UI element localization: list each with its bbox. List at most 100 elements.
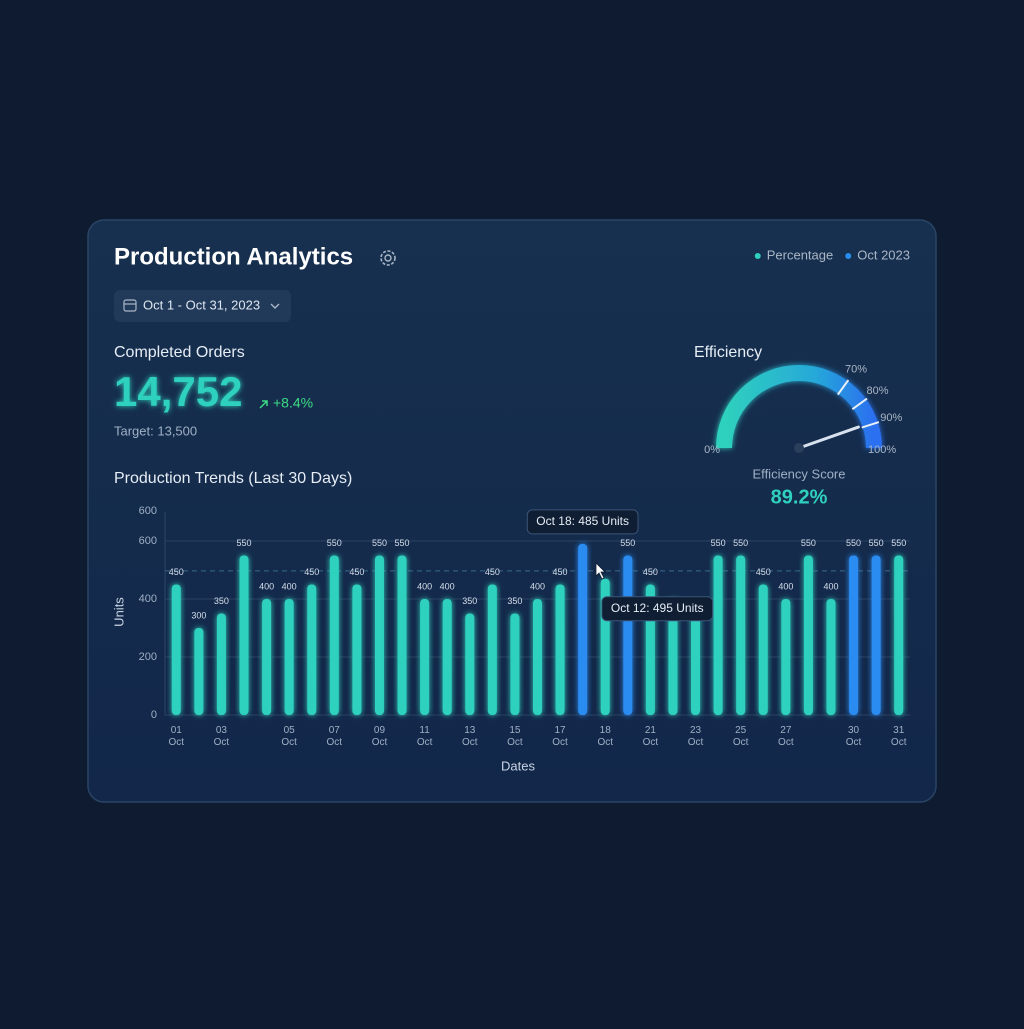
x-axis-label: Dates [501, 758, 535, 773]
value-label: 550 [327, 538, 342, 548]
kpi-target: Target: 13,500 [114, 423, 197, 438]
value-label: 350 [462, 596, 477, 606]
y-tick-label: 600 [139, 535, 157, 547]
bar [803, 555, 813, 715]
title: Production Analytics [114, 243, 353, 270]
y-axis-label: Units [111, 597, 126, 627]
gauge-value: 89.2% [771, 486, 828, 508]
gauge-tick-label: 70% [845, 363, 867, 375]
date-range: Oct 1 - Oct 31, 2023 [143, 297, 260, 312]
y-tick-label: 200 [139, 651, 157, 663]
bar [871, 555, 881, 715]
bar [849, 555, 859, 715]
chart-title: Production Trends (Last 30 Days) [114, 470, 352, 487]
value-label: 400 [823, 581, 838, 591]
value-label: 400 [259, 581, 274, 591]
gauge-tick-label: 0% [704, 444, 720, 456]
bar [171, 584, 181, 715]
bar [420, 599, 430, 715]
gauge-needle [797, 425, 860, 450]
tooltip: Oct 12: 495 Units [601, 596, 714, 622]
bar [216, 613, 226, 715]
bar [442, 599, 452, 715]
gauge-tick [861, 421, 880, 429]
bar [691, 601, 701, 715]
value-label: 450 [485, 567, 500, 577]
legend-swatch [754, 253, 761, 259]
x-tick-label: 27 Oct [778, 725, 794, 748]
bar [555, 584, 565, 715]
value-label: 550 [801, 538, 816, 548]
kpi-change: +8.4% [273, 395, 313, 411]
bar [397, 555, 407, 715]
value-label: 450 [643, 567, 658, 577]
bar [465, 613, 475, 715]
x-tick-label: 05 Oct [281, 725, 297, 748]
x-tick-label: 25 Oct [733, 725, 749, 748]
bar [623, 555, 633, 715]
gauge-tick [836, 379, 850, 396]
bar [307, 584, 317, 715]
calendar-icon [123, 299, 137, 312]
bar [578, 543, 588, 715]
bar [239, 555, 249, 715]
value-label: 400 [440, 581, 455, 591]
value-label: 400 [417, 581, 432, 591]
x-tick-label: 13 Oct [462, 725, 478, 748]
value-label: 450 [304, 567, 319, 577]
bar [352, 584, 362, 715]
legend-swatch [845, 253, 852, 259]
axis-top-label: 600 [139, 505, 157, 517]
gauge-tick-label: 80% [866, 385, 888, 397]
bar [894, 555, 904, 715]
x-tick-label: 11 Oct [417, 725, 433, 748]
date-picker[interactable] [114, 290, 291, 322]
value-label: 400 [530, 581, 545, 591]
settings-icon[interactable] [380, 250, 396, 266]
x-tick-label: 03 Oct [214, 725, 230, 748]
gauge-tick-label: 100% [868, 444, 896, 456]
bar [194, 628, 204, 715]
bar [329, 555, 339, 715]
tooltip-box [526, 509, 639, 535]
bar [713, 555, 723, 715]
x-tick-label: 18 Oct [597, 725, 613, 748]
bar [736, 555, 746, 715]
value-label: 450 [553, 567, 568, 577]
x-tick-label: 01 Oct [169, 725, 185, 748]
tooltip: Oct 18: 485 Units [526, 509, 639, 535]
gauge-score-label: Efficiency Score [753, 466, 846, 481]
value-label: 550 [869, 538, 884, 548]
bar [668, 599, 678, 715]
y-tick-label: 400 [139, 593, 157, 605]
value-label: 400 [778, 581, 793, 591]
value-label: 350 [507, 596, 522, 606]
kpi-value: 14,752 [114, 368, 242, 415]
gauge-hub [794, 443, 804, 453]
value-label: 550 [846, 538, 861, 548]
bar [510, 613, 520, 715]
value-label: 550 [891, 538, 906, 548]
bar [758, 584, 768, 715]
x-tick-label: 31 Oct [891, 725, 907, 748]
bar [826, 599, 836, 715]
x-tick-label: 30 Oct [846, 725, 862, 748]
bar [262, 599, 272, 715]
value-label: 400 [282, 581, 297, 591]
value-label: 300 [191, 610, 206, 620]
gauge-tick-label: 90% [880, 412, 902, 424]
x-tick-label: 09 Oct [372, 725, 388, 748]
bar [284, 599, 294, 715]
legend-label: Oct 2023 [857, 247, 910, 262]
cursor [595, 562, 606, 580]
bar [374, 555, 384, 715]
tooltip-box [601, 596, 714, 622]
value-label: 550 [733, 538, 748, 548]
bar [533, 599, 542, 715]
x-tick-label: 17 Oct [552, 725, 568, 748]
trend-arrow [259, 400, 268, 409]
value-label: 350 [214, 596, 229, 606]
value-label: 550 [372, 538, 387, 548]
